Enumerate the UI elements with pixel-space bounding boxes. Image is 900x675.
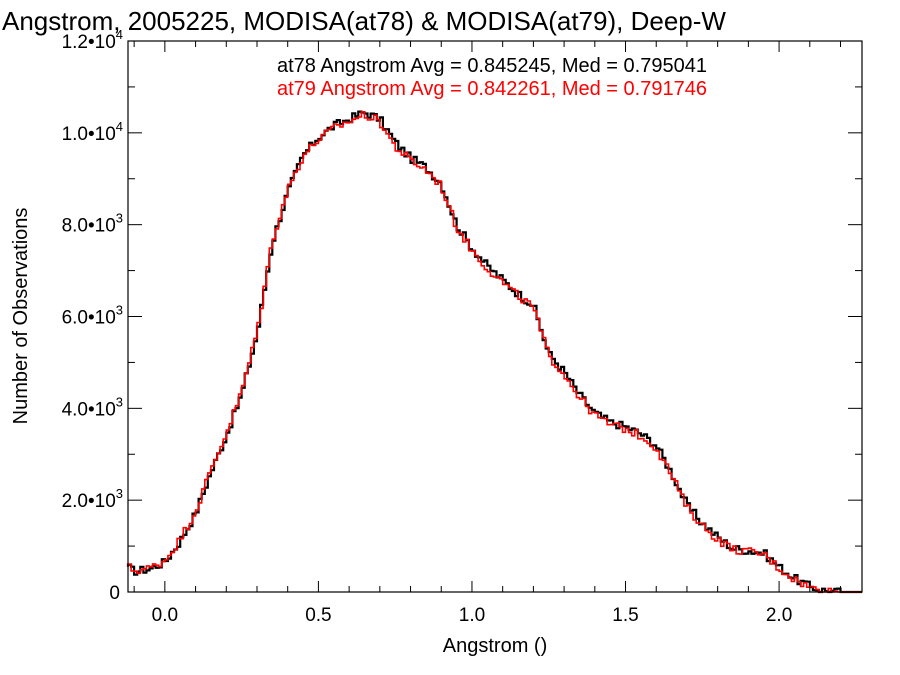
y-tick-label: 0	[109, 583, 120, 604]
series-line-1	[127, 111, 862, 593]
y-tick-label: 4.0•103	[62, 394, 123, 420]
annotation-at79: at79 Angstrom Avg = 0.842261, Med = 0.79…	[277, 78, 707, 100]
series-line-0	[126, 110, 862, 594]
y-tick-label: 1.0•104	[62, 119, 123, 145]
y-axis-label: Number of Observations	[10, 208, 32, 425]
annotation-at78: at78 Angstrom Avg = 0.845245, Med = 0.79…	[277, 55, 707, 77]
y-tick-label: 6.0•103	[62, 303, 123, 329]
x-tick-label: 1.5	[612, 605, 638, 626]
y-tick-label: 8.0•103	[62, 211, 123, 237]
chart-title: Angstrom, 2005225, MODISA(at78) & MODISA…	[2, 6, 726, 36]
ticks-layer	[128, 40, 862, 593]
x-axis-label: Angstrom ()	[443, 635, 547, 657]
y-tick-label: 1.2•104	[62, 27, 123, 53]
x-tick-label: 2.0	[766, 605, 792, 626]
x-tick-label: 0.0	[152, 605, 178, 626]
x-tick-label: 0.5	[305, 605, 331, 626]
tick-labels-layer: 0.0 0.5 1.0 1.5 2.0 0 2.0•103 4.0•103 6.0•103 8.0…	[62, 27, 793, 626]
series-layer	[126, 110, 862, 594]
x-tick-label: 1.0	[459, 605, 485, 626]
y-tick-label: 2.0•103	[62, 486, 123, 512]
plot-frame	[127, 40, 863, 593]
